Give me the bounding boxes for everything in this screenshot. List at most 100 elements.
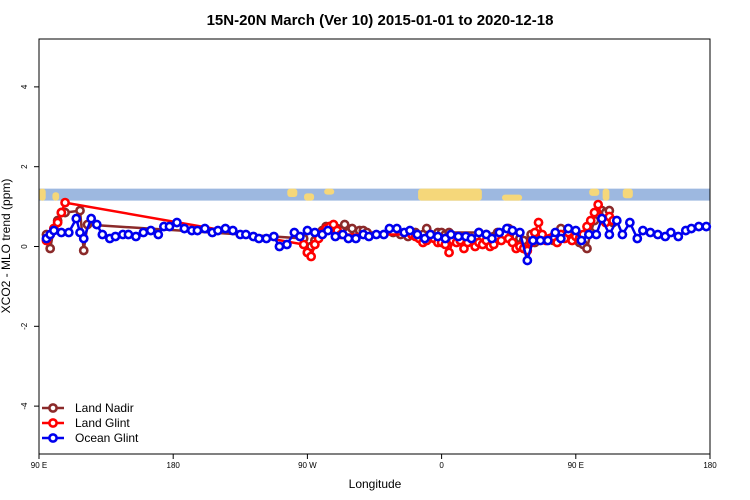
data-point bbox=[617, 229, 628, 240]
data-point bbox=[453, 231, 464, 242]
data-point bbox=[110, 231, 121, 242]
x-tick-label: 180 bbox=[703, 461, 717, 470]
data-point bbox=[371, 229, 382, 240]
y-tick-label: -2 bbox=[20, 322, 29, 330]
data-point bbox=[593, 199, 604, 210]
data-point bbox=[652, 229, 663, 240]
data-point bbox=[632, 233, 643, 244]
data-point bbox=[261, 233, 272, 244]
data-point bbox=[78, 245, 89, 256]
data-point bbox=[576, 235, 587, 246]
data-point bbox=[179, 223, 190, 234]
data-point bbox=[673, 231, 684, 242]
legend-item: Ocean Glint bbox=[42, 431, 139, 445]
data-point bbox=[274, 241, 285, 252]
data-point bbox=[425, 229, 436, 240]
data-point bbox=[298, 239, 309, 250]
data-point bbox=[199, 223, 210, 234]
data-point bbox=[585, 215, 596, 226]
data-point bbox=[473, 227, 484, 238]
series-layer bbox=[41, 197, 712, 266]
data-point bbox=[45, 243, 56, 254]
legend-marker bbox=[48, 403, 58, 413]
data-point bbox=[268, 231, 279, 242]
data-point bbox=[145, 225, 156, 236]
data-point bbox=[638, 225, 648, 236]
legend-marker bbox=[48, 433, 58, 443]
y-axis-label: XCO2 - MLO trend (ppm) bbox=[0, 179, 13, 314]
data-point bbox=[514, 227, 525, 238]
data-point bbox=[522, 255, 533, 266]
data-point bbox=[364, 231, 374, 242]
data-point bbox=[350, 233, 361, 244]
data-point bbox=[138, 227, 149, 238]
data-point bbox=[172, 217, 182, 228]
map-band-land bbox=[622, 188, 633, 199]
map-band-land bbox=[52, 192, 60, 201]
data-point bbox=[339, 219, 350, 230]
data-point bbox=[701, 221, 712, 232]
data-point bbox=[295, 231, 305, 242]
data-point bbox=[444, 247, 454, 258]
data-point bbox=[71, 213, 82, 224]
x-tick-label: 180 bbox=[167, 461, 181, 470]
data-point bbox=[665, 227, 676, 238]
series-ocean-glint bbox=[41, 213, 712, 266]
data-point bbox=[555, 233, 566, 244]
data-point bbox=[378, 229, 389, 240]
y-tick-label: 2 bbox=[20, 164, 29, 169]
data-point bbox=[535, 235, 546, 246]
map-band-land bbox=[324, 188, 335, 195]
data-point bbox=[91, 219, 102, 230]
data-point bbox=[75, 205, 85, 216]
data-point bbox=[60, 197, 70, 208]
x-axis: 90 E 180 90 W 0 90 E 180 bbox=[31, 454, 717, 470]
data-point bbox=[56, 207, 67, 218]
data-point bbox=[78, 233, 89, 244]
chart-title: 15N-20N March (Ver 10) 2015-01-01 to 202… bbox=[207, 12, 554, 29]
data-point bbox=[52, 217, 63, 228]
data-point bbox=[63, 227, 74, 238]
x-tick-label: 90 E bbox=[31, 461, 47, 470]
x-axis-label: Longitude bbox=[349, 477, 402, 491]
map-band-land bbox=[602, 188, 610, 201]
legend-item: Land Nadir bbox=[42, 401, 134, 415]
legend-label: Ocean Glint bbox=[75, 431, 139, 445]
data-point bbox=[343, 233, 354, 244]
legend-label: Land Nadir bbox=[75, 401, 134, 415]
data-point bbox=[693, 221, 704, 232]
data-point bbox=[591, 229, 602, 240]
data-point bbox=[391, 223, 402, 234]
data-point bbox=[624, 217, 635, 228]
data-point bbox=[220, 223, 231, 234]
data-point bbox=[611, 215, 622, 226]
data-point bbox=[529, 227, 540, 238]
data-point bbox=[131, 231, 141, 242]
data-point bbox=[49, 225, 59, 236]
data-point bbox=[507, 225, 518, 236]
y-tick-label: 0 bbox=[20, 244, 29, 249]
data-point bbox=[123, 229, 134, 240]
map-band bbox=[39, 188, 710, 201]
data-point bbox=[405, 225, 415, 236]
data-point bbox=[494, 227, 505, 238]
data-point bbox=[466, 233, 477, 244]
y-tick-label: 4 bbox=[20, 84, 29, 89]
data-point bbox=[582, 243, 592, 254]
x-tick-label: 0 bbox=[439, 461, 444, 470]
data-point bbox=[254, 233, 264, 244]
map-band-ocean bbox=[39, 188, 710, 201]
data-point bbox=[686, 223, 697, 234]
x-tick-label: 90 W bbox=[298, 461, 317, 470]
data-point bbox=[550, 227, 561, 238]
data-point bbox=[192, 225, 203, 236]
data-point bbox=[446, 229, 456, 240]
data-point bbox=[227, 225, 238, 236]
map-band-land bbox=[589, 188, 600, 196]
data-point bbox=[213, 225, 223, 236]
legend-marker bbox=[48, 418, 58, 428]
data-point bbox=[330, 231, 341, 242]
y-tick-label: -4 bbox=[20, 402, 29, 410]
